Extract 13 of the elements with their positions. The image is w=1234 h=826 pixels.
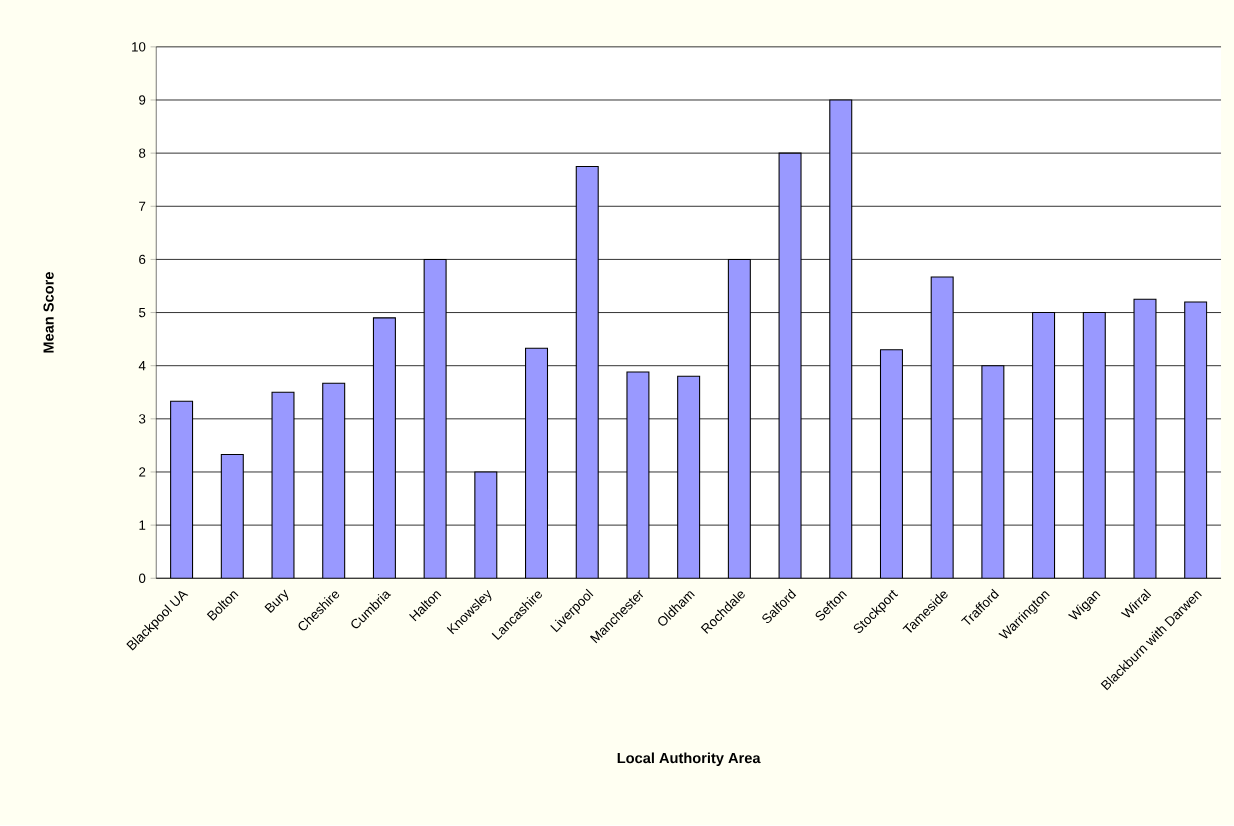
x-axis-title: Local Authority Area bbox=[617, 752, 761, 767]
y-tick-label: 8 bbox=[139, 148, 146, 159]
y-tick-label: 7 bbox=[139, 201, 146, 212]
y-tick-label: 0 bbox=[139, 573, 146, 584]
y-tick-label: 10 bbox=[132, 42, 146, 52]
y-tick-label: 6 bbox=[139, 254, 146, 265]
y-tick-label: 4 bbox=[138, 361, 146, 371]
y-axis-title: Mean Score bbox=[43, 272, 54, 353]
y-tick-label: 5 bbox=[139, 308, 146, 318]
y-tick-label: 2 bbox=[139, 467, 146, 477]
y-tick-label: 1 bbox=[139, 520, 146, 530]
y-tick-label: 9 bbox=[139, 95, 146, 105]
y-tick-label: 3 bbox=[138, 414, 146, 424]
